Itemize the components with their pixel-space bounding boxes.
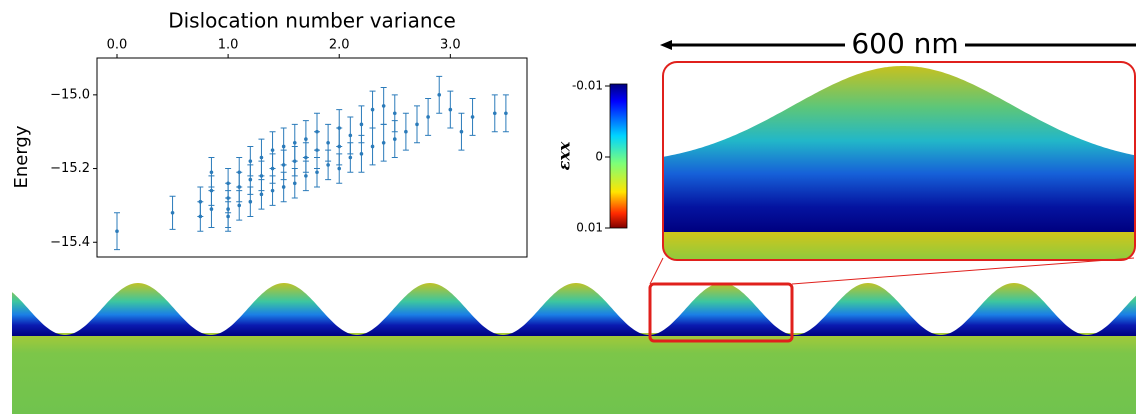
data-point xyxy=(209,188,214,193)
data-point xyxy=(392,137,397,141)
arrow-head xyxy=(660,40,672,50)
data-point xyxy=(237,203,242,208)
data-point xyxy=(459,129,464,134)
data-point xyxy=(326,163,330,167)
data-point xyxy=(337,126,342,130)
data-point xyxy=(304,174,308,178)
x-tick-label: 3.0 xyxy=(440,38,461,53)
colorbar-tick-label: 0 xyxy=(595,150,603,164)
y-tick-label: −15.2 xyxy=(50,161,90,176)
data-point xyxy=(209,170,214,175)
data-point xyxy=(281,144,286,149)
x-tick-label: 1.0 xyxy=(218,38,239,53)
data-point xyxy=(370,107,375,112)
data-point xyxy=(470,115,475,119)
inset-border xyxy=(662,61,1136,261)
inset-substrate xyxy=(663,232,1135,260)
data-point xyxy=(226,207,230,211)
data-point xyxy=(304,137,308,141)
data-point xyxy=(492,111,497,116)
inset-film xyxy=(663,66,1135,232)
wavy-film xyxy=(12,283,1136,336)
x-tick-label: 2.0 xyxy=(329,38,350,53)
x-tick-label: 0.0 xyxy=(107,38,128,53)
data-point xyxy=(404,129,408,134)
scale-label: 600 nm xyxy=(851,27,958,60)
data-point xyxy=(415,122,419,127)
data-point xyxy=(392,111,397,116)
data-point xyxy=(248,159,253,163)
data-point xyxy=(504,111,508,116)
data-point xyxy=(292,140,297,145)
y-tick-label: −15.4 xyxy=(50,235,90,250)
zoom-box xyxy=(648,282,794,343)
colorbar-tick-label: -0.01 xyxy=(572,79,603,93)
data-point xyxy=(281,185,286,189)
colorbar: εxx -0.01 0 0.01 xyxy=(555,79,628,235)
colorbar-gradient xyxy=(609,83,628,229)
data-point xyxy=(115,229,119,234)
colorbar-label: εxx xyxy=(555,141,574,170)
data-point xyxy=(370,144,375,149)
data-point xyxy=(237,170,242,175)
zoom-line xyxy=(791,257,1135,285)
data-point xyxy=(315,129,319,134)
data-point xyxy=(326,140,330,145)
zoom-line xyxy=(649,257,664,285)
y-tick-label: −15.0 xyxy=(50,87,90,102)
data-point xyxy=(248,199,253,204)
data-point xyxy=(209,207,214,211)
data-point xyxy=(348,133,353,138)
data-point xyxy=(359,152,364,156)
data-point xyxy=(337,166,342,171)
data-point xyxy=(248,177,253,182)
data-point xyxy=(292,181,297,186)
y-axis-label: Energy xyxy=(11,125,32,188)
data-point xyxy=(381,140,386,145)
data-point xyxy=(226,181,230,186)
data-point xyxy=(348,155,353,160)
substrate xyxy=(12,333,1136,414)
x-axis-label: Dislocation number variance xyxy=(168,9,456,33)
data-point xyxy=(315,170,319,175)
data-point xyxy=(426,115,430,119)
plot-frame xyxy=(96,57,528,258)
scale-bar: 600 nm xyxy=(660,27,1136,60)
colorbar-tick-label: 0.01 xyxy=(576,221,603,235)
data-point xyxy=(270,188,275,193)
data-point xyxy=(437,93,442,97)
inset xyxy=(662,61,1136,261)
data-point xyxy=(259,192,264,197)
data-point xyxy=(381,104,386,108)
scatter-plot: Dislocation number variance Energy 0.0 1.… xyxy=(11,9,528,258)
data-point xyxy=(198,199,203,204)
data-point xyxy=(448,107,453,112)
bottom-panel xyxy=(12,283,1136,414)
data-point xyxy=(259,155,264,160)
data-point xyxy=(270,148,275,152)
data-point xyxy=(170,210,175,215)
data-point xyxy=(359,122,364,127)
